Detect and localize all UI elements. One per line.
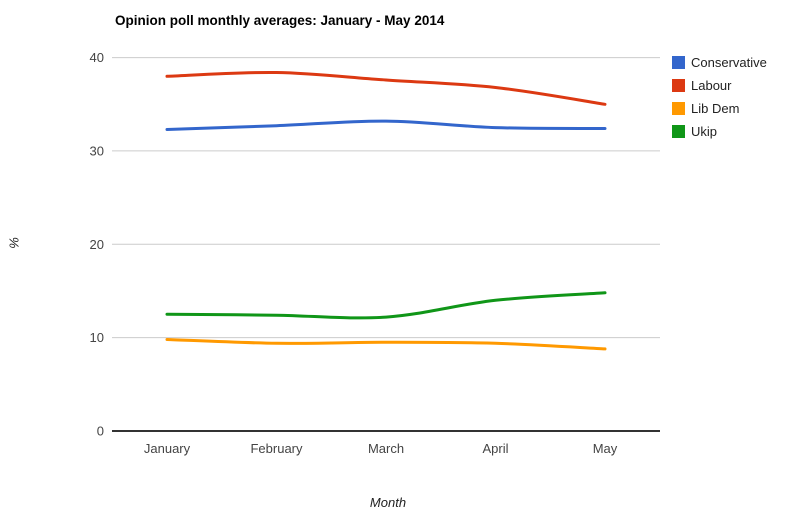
- y-tick-label-30: 30: [90, 143, 104, 158]
- x-tick-label-may: May: [593, 441, 618, 456]
- series-line-lib-dem: [165, 338, 607, 351]
- series-line-conservative: [165, 119, 607, 131]
- chart-title: Opinion poll monthly averages: January -…: [115, 13, 445, 28]
- x-tick-label-february: February: [250, 441, 303, 456]
- legend-swatch-conservative: [672, 56, 685, 69]
- legend-item-lib-dem: Lib Dem: [672, 102, 767, 115]
- legend-item-conservative: Conservative: [672, 56, 767, 69]
- y-tick-label-40: 40: [90, 50, 104, 65]
- legend-swatch-ukip: [672, 125, 685, 138]
- legend-swatch-labour: [672, 79, 685, 92]
- series-line-ukip: [165, 291, 607, 320]
- legend-label-lib-dem: Lib Dem: [691, 101, 740, 116]
- legend-swatch-lib-dem: [672, 102, 685, 115]
- x-tick-label-january: January: [144, 441, 191, 456]
- legend-label-labour: Labour: [691, 78, 732, 93]
- legend: Conservative Labour Lib Dem Ukip: [672, 56, 767, 148]
- x-tick-label-april: April: [482, 441, 508, 456]
- legend-item-ukip: Ukip: [672, 125, 767, 138]
- legend-label-conservative: Conservative: [691, 55, 767, 70]
- x-axis-title: Month: [369, 495, 407, 510]
- x-tick-label-march: March: [368, 441, 404, 456]
- legend-item-labour: Labour: [672, 79, 767, 92]
- series-line-labour: [165, 70, 607, 106]
- legend-label-ukip: Ukip: [691, 124, 718, 139]
- y-tick-label-10: 10: [90, 330, 104, 345]
- y-tick-label-0: 0: [97, 424, 104, 439]
- y-tick-label-20: 20: [90, 237, 104, 252]
- y-axis-title: %: [6, 237, 22, 249]
